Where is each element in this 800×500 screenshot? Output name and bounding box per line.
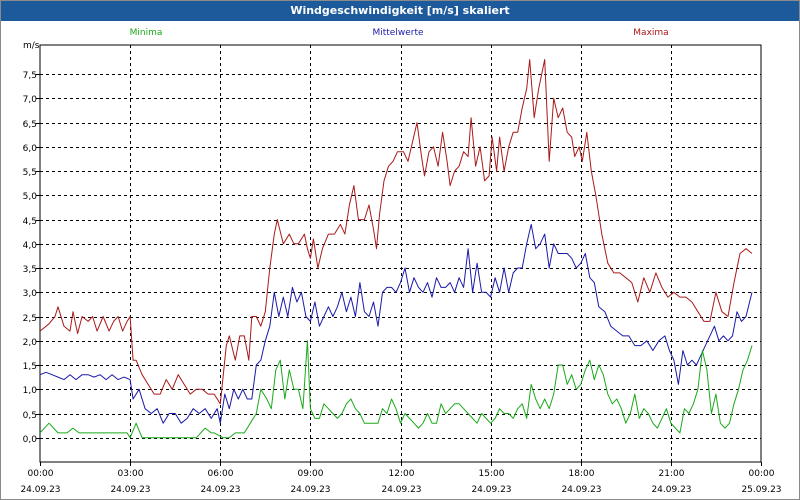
wind-speed-chart: 0,0 0,5 1,0 1,5 2,0 2,5 3,0 3,5 4,0 4,5 5,0 5,5 6,0 6… <box>20 28 781 495</box>
window-title: Windgeschwindigkeit [m/s] skaliert <box>1 1 799 21</box>
y-tick-label: 5,5 <box>23 168 37 178</box>
x-tick-time-label: 03:00 <box>118 469 144 479</box>
x-tick-date-label: 24.09.23 <box>20 485 60 495</box>
y-tick-label: 5,0 <box>23 192 38 202</box>
x-tick-time-label: 18:00 <box>569 469 595 479</box>
axes <box>36 44 762 466</box>
x-tick-time-label: 21:00 <box>659 469 685 479</box>
series-line-mittelwerte <box>39 223 753 424</box>
x-tick-date-label: 24.09.23 <box>200 485 240 495</box>
legend-mittelwerte: Mittelwerte <box>372 28 423 38</box>
labels: 0,0 0,5 1,0 1,5 2,0 2,5 3,0 3,5 4,0 4,5 5,0 5,5 6,0 6… <box>20 28 781 495</box>
x-tick-date-label: 25.09.23 <box>741 485 781 495</box>
y-tick-label: 6,5 <box>23 120 37 130</box>
x-tick-date-label: 24.09.23 <box>110 485 150 495</box>
y-tick-label: 4,0 <box>23 241 38 251</box>
y-tick-label: 2,0 <box>23 338 38 348</box>
series-lines <box>39 59 753 439</box>
x-tick-time-label: 00:00 <box>28 469 54 479</box>
y-tick-label: 6,0 <box>23 144 38 154</box>
y-tick-label: 2,5 <box>23 314 37 324</box>
x-tick-time-label: 00:00 <box>749 469 775 479</box>
y-tick-label: 0,0 <box>23 435 38 445</box>
x-tick-time-label: 09:00 <box>298 469 324 479</box>
series-line-maxima <box>39 59 753 405</box>
y-axis-unit-label: m/s <box>23 41 40 51</box>
x-tick-date-label: 24.09.23 <box>561 485 601 495</box>
series-line-minima <box>39 340 753 439</box>
legend-maxima: Maxima <box>633 28 668 38</box>
x-tick-time-label: 06:00 <box>208 469 234 479</box>
x-tick-time-label: 12:00 <box>389 469 415 479</box>
y-tick-label: 3,0 <box>23 289 38 299</box>
x-tick-date-label: 24.09.23 <box>471 485 511 495</box>
grid <box>40 45 761 462</box>
plot-frame <box>39 44 762 463</box>
y-tick-label: 1,0 <box>23 386 38 396</box>
x-tick-time-label: 15:00 <box>479 469 505 479</box>
y-tick-label: 0,5 <box>23 411 37 421</box>
y-tick-label: 7,0 <box>23 95 38 105</box>
legend-minima: Minima <box>130 28 163 38</box>
x-tick-date-label: 24.09.23 <box>651 485 691 495</box>
y-tick-label: 4,5 <box>23 217 37 227</box>
y-tick-label: 3,5 <box>23 265 37 275</box>
x-tick-date-label: 24.09.23 <box>290 485 330 495</box>
x-tick-date-label: 24.09.23 <box>381 485 421 495</box>
y-tick-label: 7,5 <box>23 71 37 81</box>
y-tick-label: 1,5 <box>23 362 37 372</box>
